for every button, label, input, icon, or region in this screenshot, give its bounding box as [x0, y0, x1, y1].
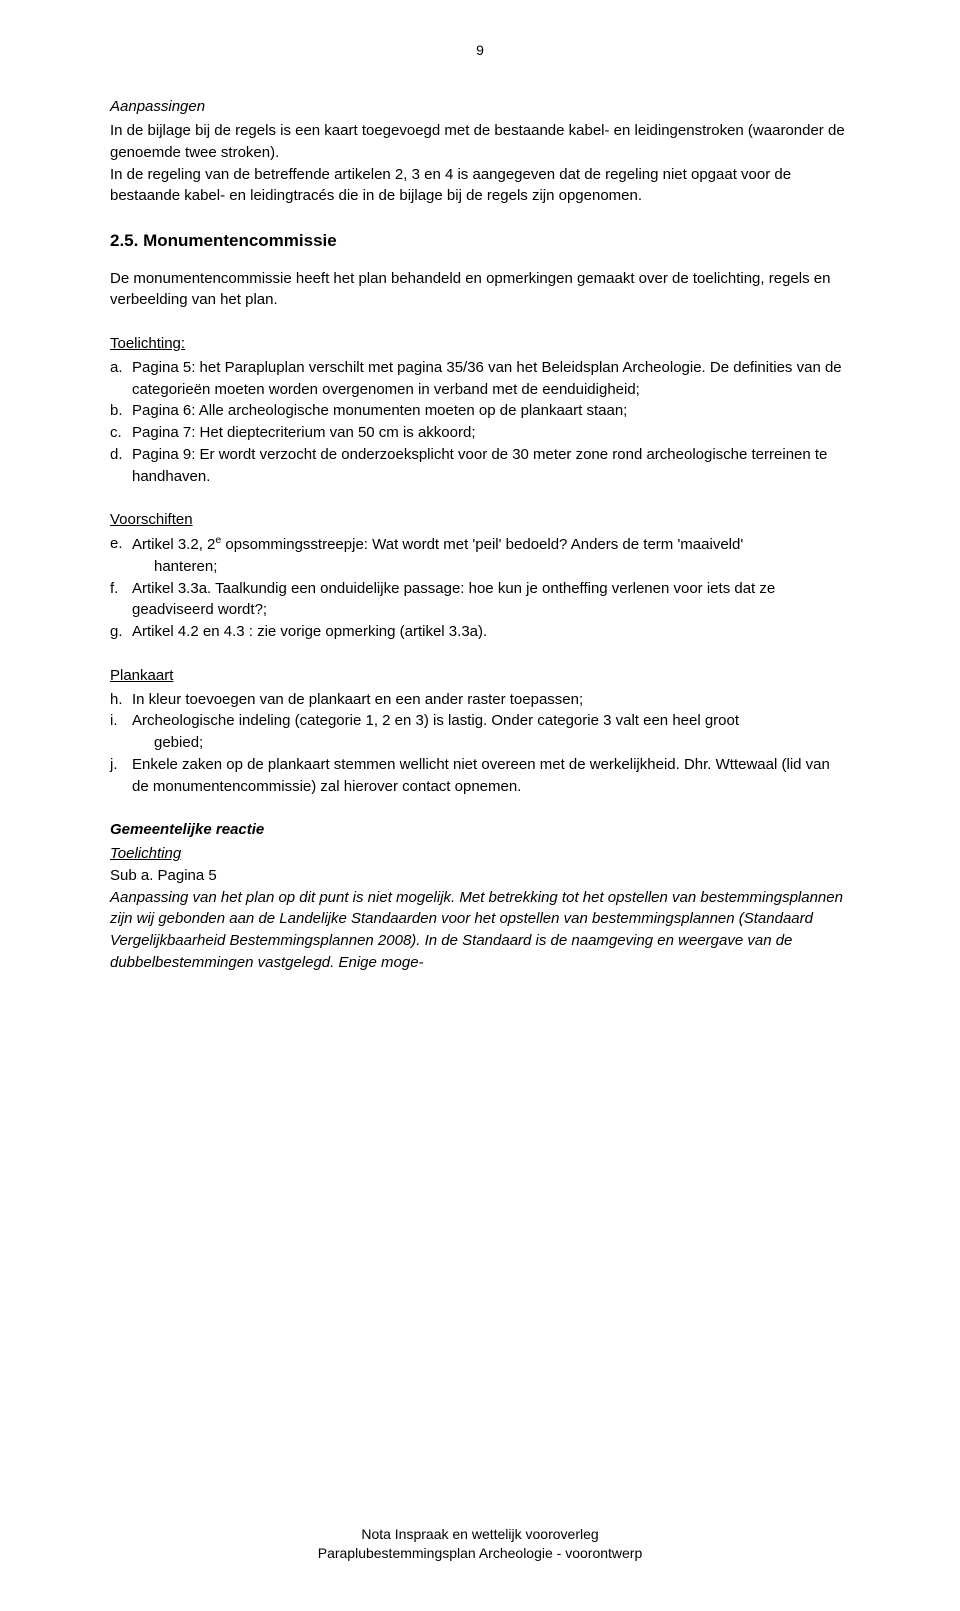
list-item: d. Pagina 9: Er wordt verzocht de onderz… [110, 444, 850, 488]
list-item: b. Pagina 6: Alle archeologische monumen… [110, 400, 850, 422]
plankaart-label: Plankaart [110, 665, 850, 687]
marker: e. [110, 533, 132, 556]
footer-line2: Paraplubestemmingsplan Archeologie - voo… [0, 1544, 960, 1563]
list-item: e. Artikel 3.2, 2e opsommingsstreepje: W… [110, 533, 850, 556]
toelichting-list: a. Pagina 5: het Parapluplan verschilt m… [110, 357, 850, 488]
list-item: h. In kleur toevoegen van de plankaart e… [110, 689, 850, 711]
list-item: f. Artikel 3.3a. Taalkundig een onduidel… [110, 578, 850, 622]
voorschriften-label: Voorschiften [110, 509, 850, 531]
text: In de regeling van de betreffende artike… [110, 166, 791, 205]
text: Pagina 6: Alle archeologische monumenten… [132, 400, 850, 422]
reactie-sub1: Toelichting [110, 843, 850, 865]
marker: a. [110, 357, 132, 401]
plankaart-list: h. In kleur toevoegen van de plankaart e… [110, 689, 850, 798]
footer-line1: Nota Inspraak en wettelijk vooroverleg [0, 1525, 960, 1544]
text: Pagina 7: Het dieptecriterium van 50 cm … [132, 422, 850, 444]
page-number: 9 [110, 40, 850, 60]
text: Artikel 3.2, 2e opsommingsstreepje: Wat … [132, 533, 850, 556]
indent-line: hanteren; [110, 556, 850, 578]
marker: h. [110, 689, 132, 711]
marker: b. [110, 400, 132, 422]
reactie-body: Aanpassing van het plan op dit punt is n… [110, 887, 850, 974]
text: Artikel 4.2 en 4.3 : zie vorige opmerkin… [132, 621, 850, 643]
marker: c. [110, 422, 132, 444]
aanpassingen-p1: In de bijlage bij de regels is een kaart… [110, 120, 850, 207]
marker: j. [110, 754, 132, 798]
text: Archeologische indeling (categorie 1, 2 … [132, 710, 850, 732]
marker: g. [110, 621, 132, 643]
list-item: a. Pagina 5: het Parapluplan verschilt m… [110, 357, 850, 401]
list-item: i. Archeologische indeling (categorie 1,… [110, 710, 850, 732]
marker: d. [110, 444, 132, 488]
text: In de bijlage bij de regels is een kaart… [110, 122, 845, 161]
text: Artikel 3.3a. Taalkundig een onduidelijk… [132, 578, 850, 622]
text: Pagina 9: Er wordt verzocht de onderzoek… [132, 444, 850, 488]
voorschriften-list: e. Artikel 3.2, 2e opsommingsstreepje: W… [110, 533, 850, 643]
text: Pagina 5: het Parapluplan verschilt met … [132, 357, 850, 401]
aanpassingen-heading: Aanpassingen [110, 96, 850, 118]
toelichting-label: Toelichting: [110, 333, 850, 355]
reactie-sub2: Sub a. Pagina 5 [110, 865, 850, 887]
list-item: c. Pagina 7: Het dieptecriterium van 50 … [110, 422, 850, 444]
reactie-heading: Gemeentelijke reactie [110, 819, 850, 841]
marker: f. [110, 578, 132, 622]
text-pre: Artikel 3.2, 2 [132, 536, 215, 553]
monumenten-heading: 2.5. Monumentencommissie [110, 229, 850, 254]
monumenten-intro: De monumentencommissie heeft het plan be… [110, 268, 850, 312]
indent-line: gebied; [110, 732, 850, 754]
list-item: j. Enkele zaken op de plankaart stemmen … [110, 754, 850, 798]
footer: Nota Inspraak en wettelijk vooroverleg P… [0, 1525, 960, 1563]
text: In kleur toevoegen van de plankaart en e… [132, 689, 850, 711]
marker: i. [110, 710, 132, 732]
text-post: opsommingsstreepje: Wat wordt met 'peil'… [221, 536, 743, 553]
text: Enkele zaken op de plankaart stemmen wel… [132, 754, 850, 798]
list-item: g. Artikel 4.2 en 4.3 : zie vorige opmer… [110, 621, 850, 643]
